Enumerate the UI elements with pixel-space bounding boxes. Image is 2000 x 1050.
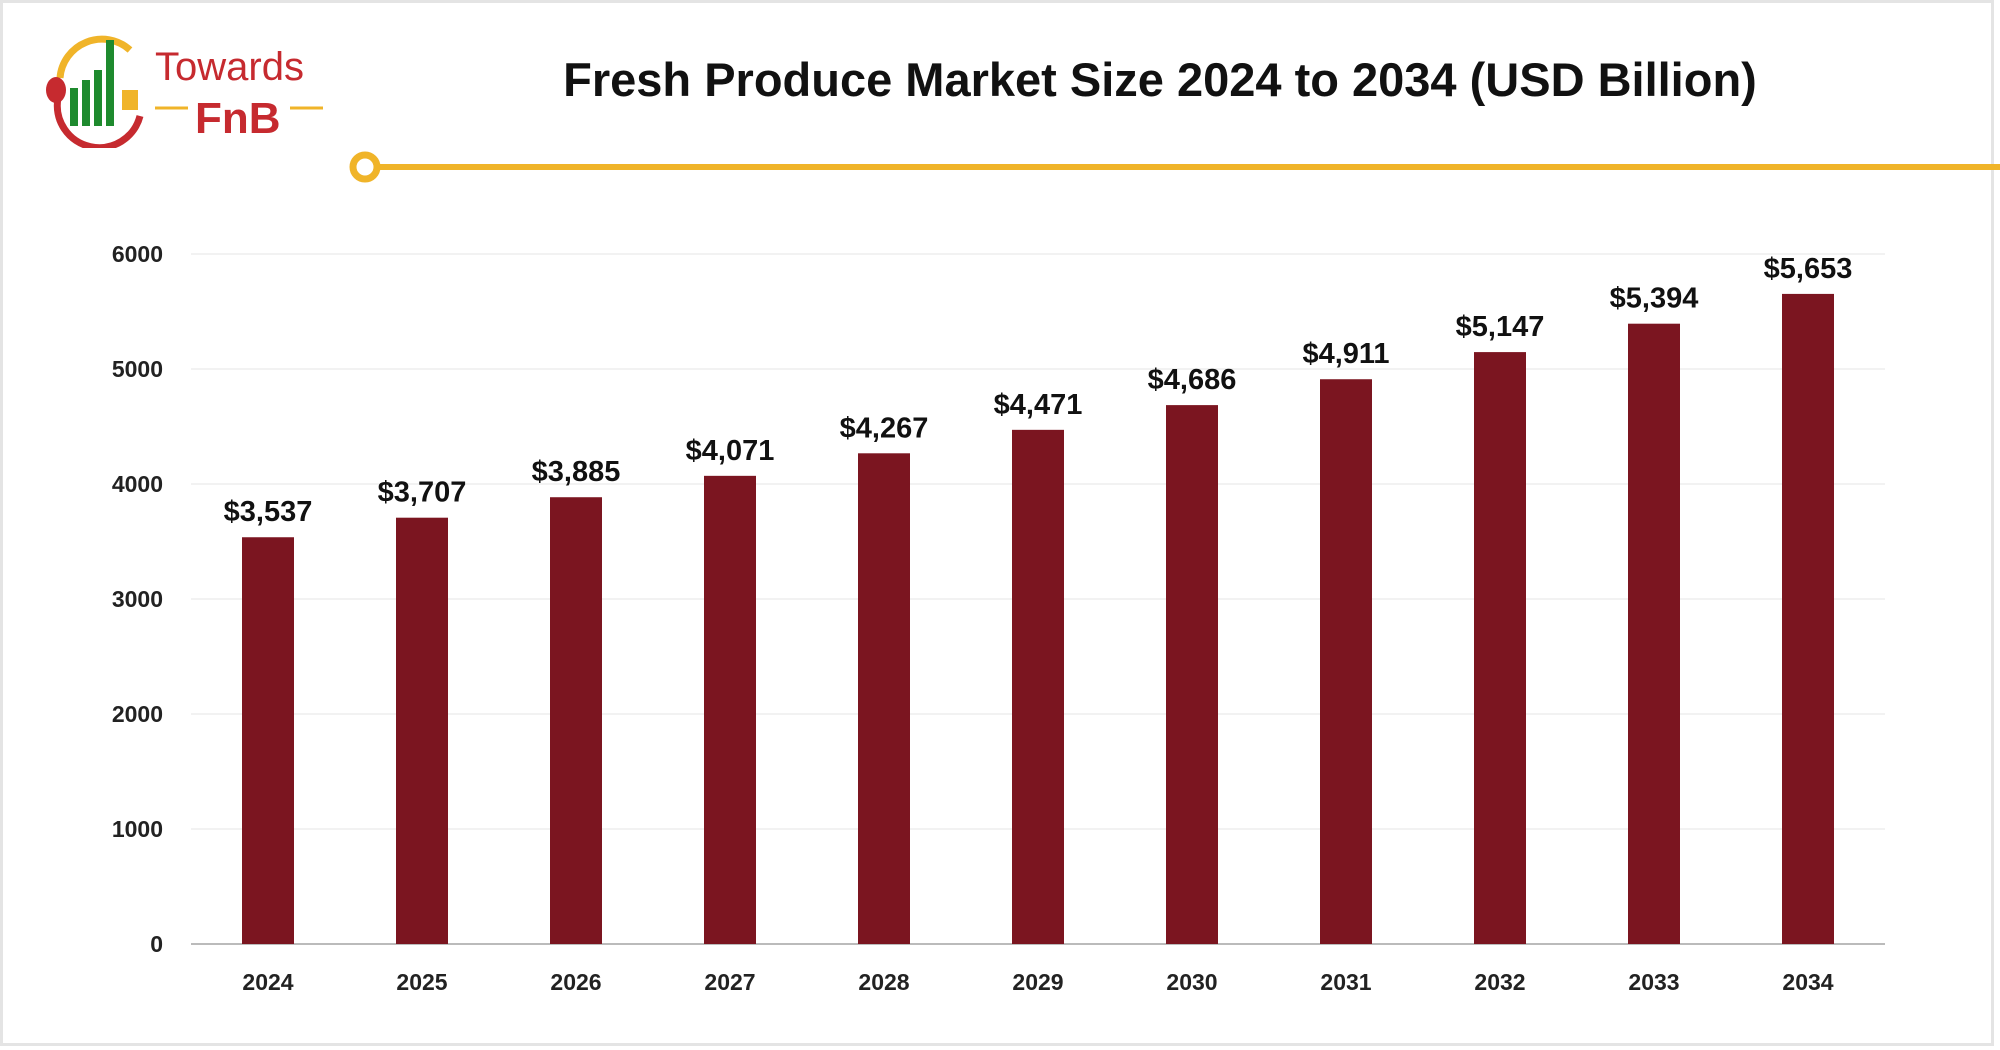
x-tick-label: 2032 [1474,969,1525,995]
data-label: $4,071 [686,435,775,467]
bar-2034 [1782,293,1834,944]
x-tick-label: 2031 [1320,969,1371,995]
x-tick-label: 2027 [704,969,755,995]
towards-fnb-logo: Towards FnB [46,35,323,148]
data-label: $5,394 [1610,283,1699,315]
data-label: $4,686 [1148,364,1237,396]
y-tick-label: 1000 [112,816,163,842]
data-label: $4,471 [994,389,1083,421]
x-tick-label: 2033 [1628,969,1679,995]
bar-2032 [1474,352,1526,945]
x-tick-label: 2029 [1012,969,1063,995]
bar-2029 [1012,429,1064,945]
bar-2033 [1628,323,1680,944]
y-tick-label: 4000 [112,471,163,497]
bar-2027 [704,475,756,944]
data-label: $3,707 [378,477,467,509]
logo-text-towards: Towards [155,45,304,89]
bar-2028 [858,453,910,944]
x-tick-label: 2026 [550,969,601,995]
bar-2026 [550,497,602,944]
y-tick-label: 2000 [112,701,163,727]
accent-circle [349,151,381,183]
y-tick-label: 0 [150,931,163,957]
chart-title: Fresh Produce Market Size 2024 to 2034 (… [563,53,1757,106]
data-label: $3,537 [224,496,313,528]
y-tick-label: 3000 [112,586,163,612]
x-tick-label: 2028 [858,969,909,995]
data-label: $3,885 [532,456,621,488]
bar-2025 [396,517,448,944]
bar-2031 [1320,379,1372,944]
x-tick-label: 2034 [1782,969,1833,995]
bar-2030 [1166,405,1218,944]
y-tick-label: 5000 [112,356,163,382]
x-tick-label: 2030 [1166,969,1217,995]
y-tick-label: 6000 [112,241,163,267]
data-label: $4,911 [1302,338,1389,370]
x-tick-label: 2024 [242,969,293,995]
data-label: $4,267 [840,412,929,444]
logo-text-fnb: FnB [195,94,281,143]
data-label: $5,653 [1764,253,1853,285]
x-tick-label: 2025 [396,969,447,995]
bar-2024 [242,537,294,944]
data-label: $5,147 [1456,311,1545,343]
